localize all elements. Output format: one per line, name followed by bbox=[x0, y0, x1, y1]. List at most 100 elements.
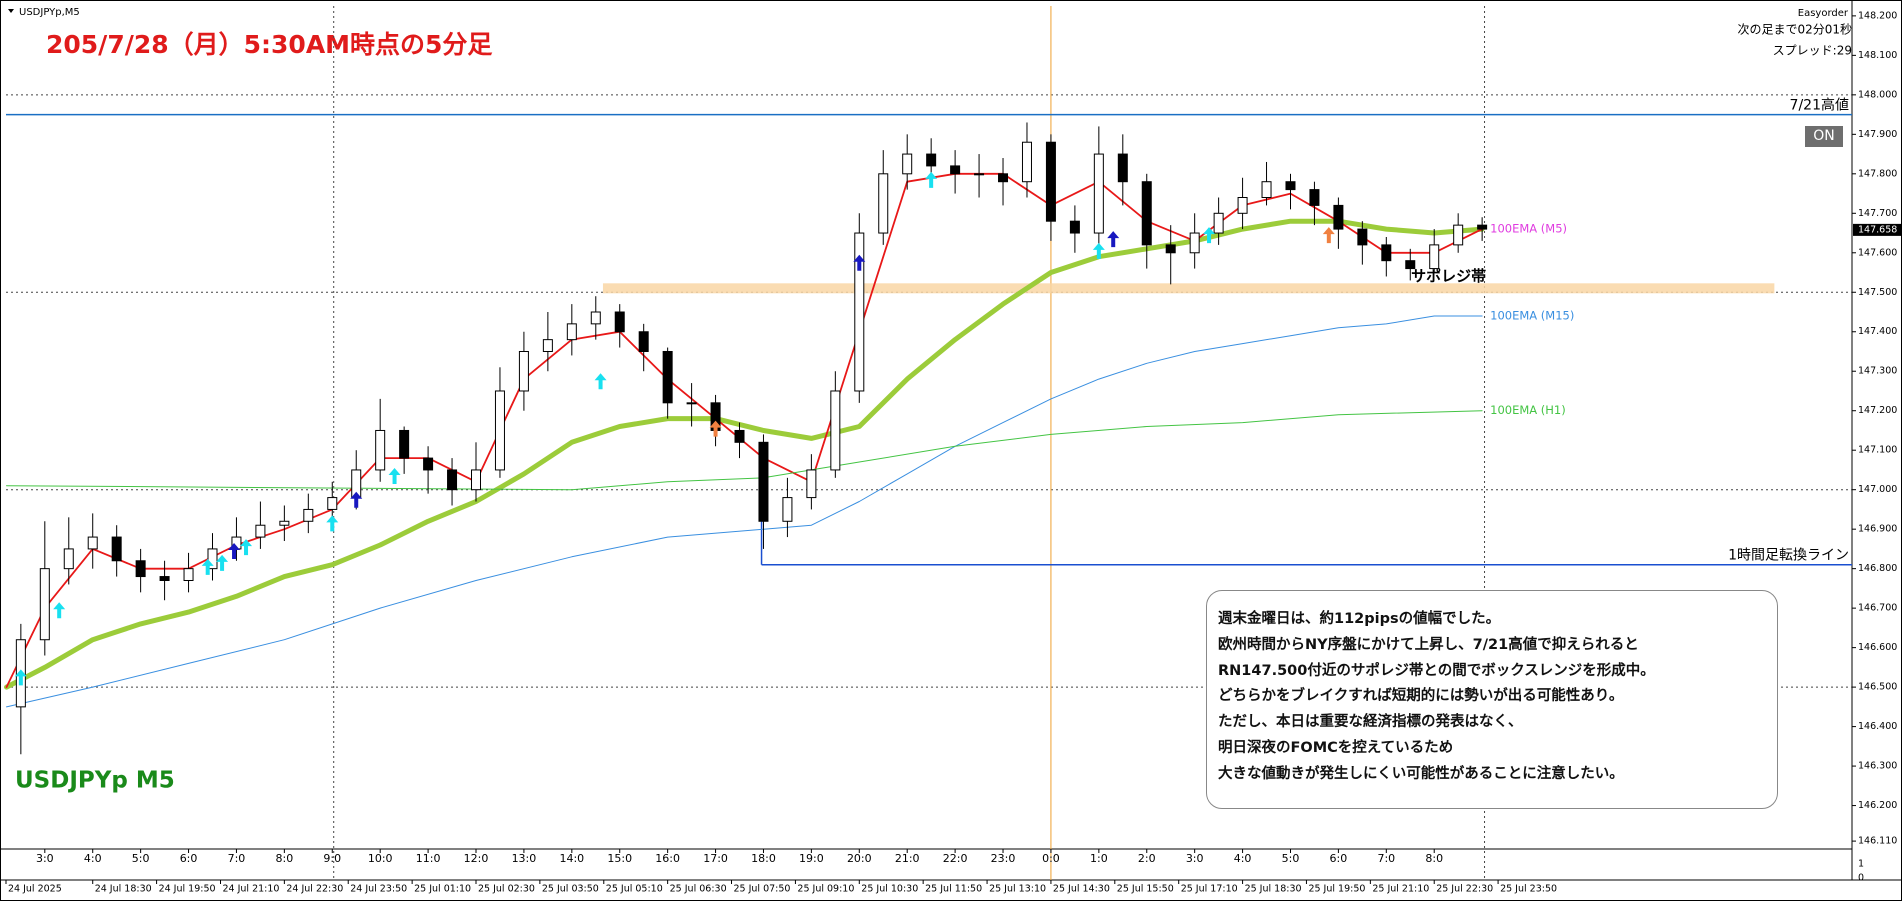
x-tick-label: 3:0 bbox=[36, 852, 54, 865]
watermark: USDJPYp M5 bbox=[15, 768, 175, 794]
y-tick-label: 146.400 bbox=[1858, 721, 1897, 732]
x-tick-label: 16:0 bbox=[655, 852, 680, 865]
candle-body bbox=[1069, 220, 1080, 234]
y-tick-label: 146.600 bbox=[1858, 642, 1897, 653]
candle-body bbox=[87, 536, 98, 550]
x-tick-label: 19:0 bbox=[799, 852, 824, 865]
signal-arrow bbox=[14, 669, 27, 686]
candle-body bbox=[447, 469, 458, 491]
x-tick-label: 21:0 bbox=[895, 852, 920, 865]
note-line: ただし、本日は重要な経済指標の発表はなく、 bbox=[1218, 714, 1523, 731]
signal-arrow bbox=[1107, 231, 1120, 248]
candle-body bbox=[423, 457, 434, 471]
candle-body bbox=[1357, 228, 1368, 246]
candle-body bbox=[590, 311, 601, 325]
y-tick-label: 148.000 bbox=[1858, 89, 1897, 100]
y-tick-label: 147.400 bbox=[1858, 326, 1897, 337]
x-tick-label: 9:0 bbox=[323, 852, 341, 865]
x-tick-label: 20:0 bbox=[847, 852, 872, 865]
x-tick-label: 17:0 bbox=[703, 852, 728, 865]
candle-body bbox=[1165, 244, 1176, 254]
date-tick-label: 25 Jul 17:10 bbox=[1181, 884, 1238, 895]
date-tick-label: 25 Jul 15:50 bbox=[1117, 884, 1174, 895]
signal-arrow bbox=[1322, 227, 1335, 244]
date-tick-label: 25 Jul 11:50 bbox=[925, 884, 982, 895]
candle-body bbox=[974, 173, 985, 176]
date-tick-label: 25 Jul 06:30 bbox=[670, 884, 727, 895]
candle-body bbox=[614, 311, 625, 333]
candle-body bbox=[1093, 153, 1104, 234]
candle-body bbox=[39, 568, 50, 641]
x-tick-label: 6:0 bbox=[180, 852, 198, 865]
x-tick-label: 10:0 bbox=[368, 852, 393, 865]
candle-body bbox=[1261, 181, 1272, 199]
candle-body bbox=[1453, 224, 1464, 246]
candle-body bbox=[830, 390, 841, 471]
x-tick-label: 0:0 bbox=[1042, 852, 1060, 865]
note-line: 大きな値動きが発生しにくい可能性があることに注意したい。 bbox=[1218, 765, 1624, 782]
candle-body bbox=[111, 536, 122, 562]
candle-body bbox=[183, 568, 194, 582]
note-box: 週末金曜日は、約112pipsの値幅でした。欧州時間からNY序盤にかけて上昇し、… bbox=[1206, 590, 1778, 809]
candle-body bbox=[1309, 189, 1320, 206]
x-tick-label: 5:0 bbox=[132, 852, 150, 865]
x-tick-label: 11:0 bbox=[416, 852, 441, 865]
ma-label: 100EMA (M15) bbox=[1490, 308, 1574, 322]
date-tick-label: 25 Jul 10:30 bbox=[861, 884, 918, 895]
signal-arrow bbox=[1092, 242, 1105, 259]
level-label: 7/21高値 bbox=[1790, 97, 1849, 114]
candle-body bbox=[638, 331, 649, 352]
next-bar: 次の足まで02分01秒 bbox=[1737, 23, 1852, 37]
date-tick-label: 25 Jul 18:30 bbox=[1245, 884, 1302, 895]
zone-label: サポレジ帯 bbox=[1411, 267, 1486, 285]
candle-body bbox=[303, 508, 314, 522]
x-tick-label: 2:0 bbox=[1138, 852, 1156, 865]
on-button[interactable]: ON bbox=[1805, 126, 1843, 147]
candle-body bbox=[1429, 244, 1440, 270]
date-tick-label: 25 Jul 21:10 bbox=[1372, 884, 1429, 895]
candle-body bbox=[566, 323, 577, 341]
candle-body bbox=[375, 429, 386, 471]
candle-body bbox=[1021, 141, 1032, 183]
note-line: 欧州時間からNY序盤にかけて上昇し、7/21高値で抑えられると bbox=[1218, 636, 1639, 653]
candle-body bbox=[902, 153, 913, 175]
candle-body bbox=[399, 429, 410, 459]
candle-body bbox=[1285, 181, 1296, 191]
date-tick-label: 24 Jul 22:30 bbox=[286, 884, 343, 895]
candle-body bbox=[782, 497, 793, 522]
ma-label: 100EMA (M5) bbox=[1490, 222, 1567, 236]
date-tick-label: 25 Jul 02:30 bbox=[478, 884, 535, 895]
note-line: どちらかをブレイクすれば短期的には勢いが出る可能性あり。 bbox=[1218, 688, 1624, 705]
date-tick-label: 24 Jul 23:50 bbox=[350, 884, 407, 895]
candle-body bbox=[255, 524, 266, 538]
candle-body bbox=[854, 232, 865, 392]
note-line: RN147.500付近のサポレジ帯との間でボックスレンジを形成中。 bbox=[1218, 662, 1655, 679]
chart-title: 205/7/28（月）5:30AM時点の5分足 bbox=[46, 30, 492, 59]
x-tick-label: 1:0 bbox=[1090, 852, 1108, 865]
date-tick-label: 24 Jul 19:50 bbox=[159, 884, 216, 895]
candle-body bbox=[878, 173, 889, 234]
y-tick-label: 147.800 bbox=[1858, 168, 1897, 179]
note-line: 週末金曜日は、約112pipsの値幅でした。 bbox=[1218, 611, 1501, 627]
date-tick-label: 25 Jul 19:50 bbox=[1308, 884, 1365, 895]
x-tick-label: 6:0 bbox=[1330, 852, 1348, 865]
candle-body bbox=[135, 560, 146, 578]
signal-arrow bbox=[201, 558, 214, 575]
y-tick-label: 148.100 bbox=[1858, 50, 1897, 61]
date-tick-label: 24 Jul 2025 bbox=[8, 884, 62, 895]
x-tick-label: 7:0 bbox=[228, 852, 246, 865]
candle-body bbox=[1141, 181, 1152, 246]
signal-arrow bbox=[1203, 227, 1216, 244]
y-tick-label: 146.200 bbox=[1858, 800, 1897, 811]
y-tick-label: 147.000 bbox=[1858, 484, 1897, 495]
candle-body bbox=[159, 576, 170, 582]
y-tick-label: 147.200 bbox=[1858, 405, 1897, 416]
subwindow-tick-label: 0 bbox=[1858, 873, 1864, 884]
x-tick-label: 15:0 bbox=[607, 852, 632, 865]
zone bbox=[602, 283, 1775, 294]
candle-body bbox=[1477, 224, 1488, 230]
y-tick-label: 147.500 bbox=[1858, 287, 1897, 298]
symbol-label: USDJPYp,M5 bbox=[19, 7, 80, 18]
candle-body bbox=[758, 441, 769, 522]
level-label: 1時間足転換ライン bbox=[1728, 548, 1849, 564]
